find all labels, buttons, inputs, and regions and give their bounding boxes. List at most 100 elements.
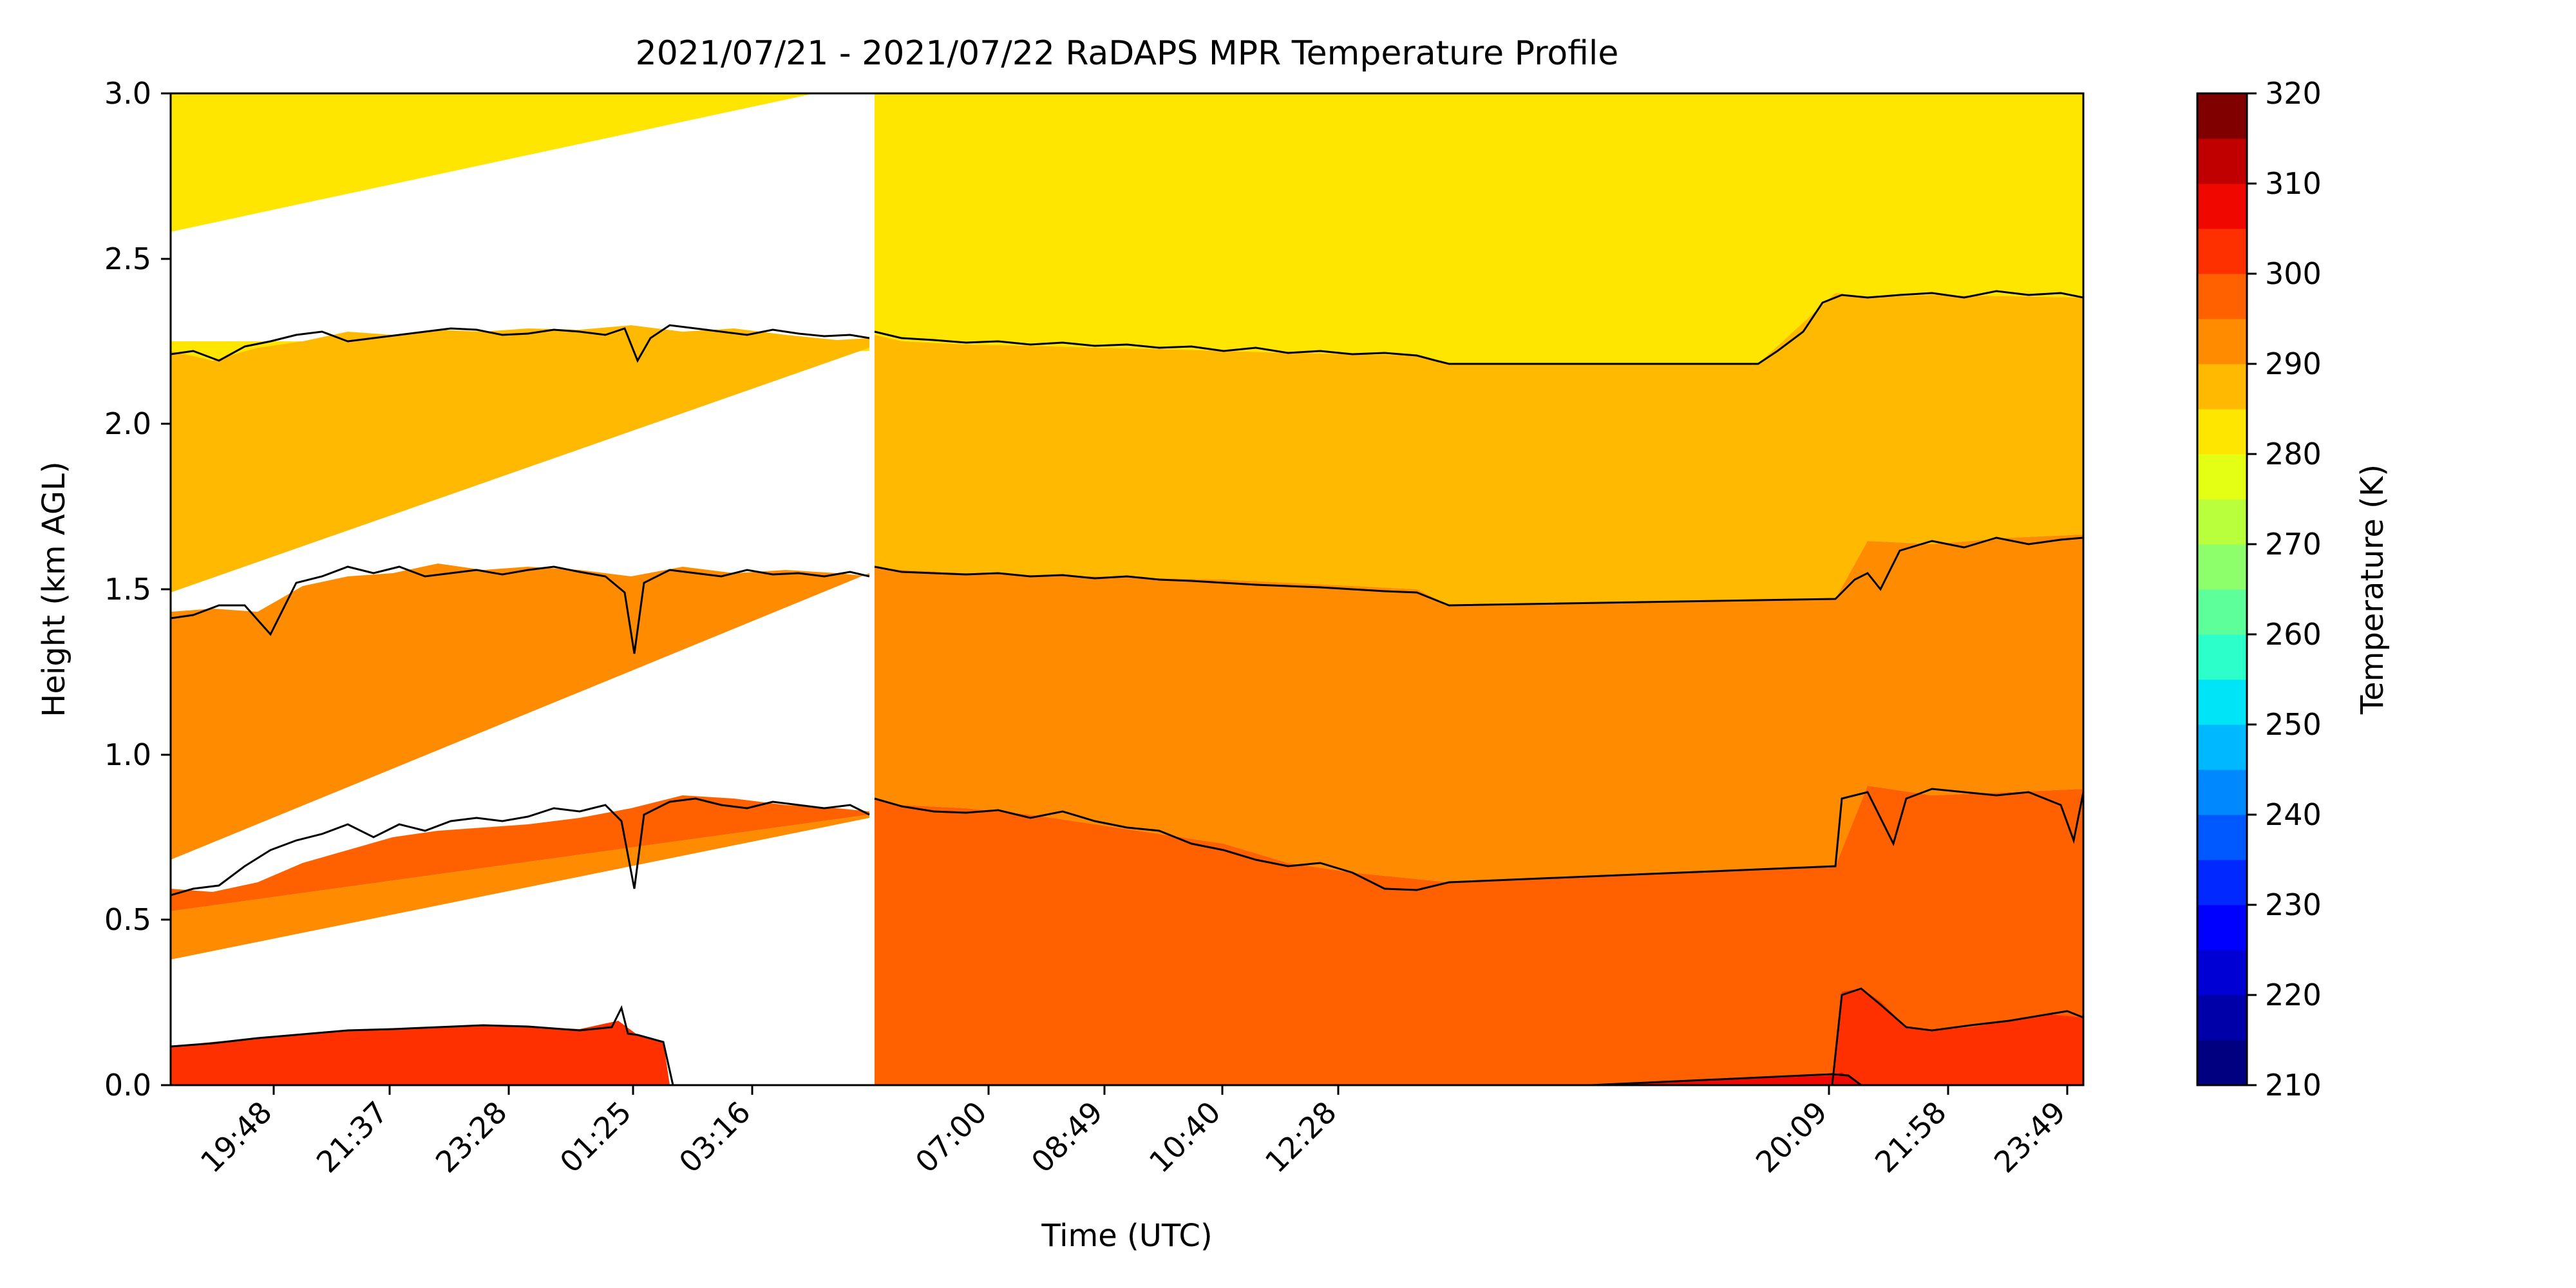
y-tick-label: 0.0 <box>104 1068 151 1103</box>
colorbar-level-0 <box>2197 1040 2247 1086</box>
band-left-red-orange <box>171 795 869 911</box>
colorbar-tick-label: 230 <box>2265 887 2322 922</box>
x-tick-label: 23:28 <box>429 1095 514 1180</box>
chart-title: 2021/07/21 - 2021/07/22 RaDAPS MPR Tempe… <box>636 34 1619 73</box>
x-tick-10: 21:58 <box>1868 1085 1953 1180</box>
colorbar-tick-label: 260 <box>2265 617 2322 652</box>
colorbar-level-2 <box>2197 950 2247 996</box>
contour-line-290-right <box>874 536 2083 607</box>
band-right-bottom-red <box>1832 989 2083 1085</box>
y-tick-0: 0.0 <box>104 1068 171 1103</box>
band-left-bottom-red <box>171 1021 670 1085</box>
y-tick-3: 1.5 <box>104 572 171 607</box>
colorbar-ticks: 210 220 230 240 250 260 270 280 290 300 310 320 <box>2247 76 2322 1103</box>
y-axis: 0.0 0.5 1.0 1.5 2.0 2.5 3.0 <box>104 76 171 1103</box>
band-left-orange-lower <box>171 815 869 960</box>
band-right-orange-3 <box>875 535 2083 882</box>
y-tick-label: 0.5 <box>104 902 151 937</box>
band-right-orange-2 <box>875 293 2083 605</box>
x-tick-label: 19:48 <box>194 1095 279 1180</box>
contour-line-295-left <box>171 797 870 896</box>
band-right-red-orange <box>875 786 2083 1085</box>
x-tick-6: 08:49 <box>1025 1085 1110 1180</box>
colorbar-frame <box>2196 92 2248 1086</box>
y-tick-6: 3.0 <box>104 76 171 111</box>
colorbar-level-3 <box>2197 905 2247 951</box>
x-tick-label: 21:37 <box>310 1095 395 1180</box>
x-axis-label: Time (UTC) <box>1041 1218 1212 1254</box>
contour-line-290-left <box>171 565 870 654</box>
x-tick-label: 01:25 <box>553 1095 638 1180</box>
x-tick-label: 07:00 <box>909 1095 994 1180</box>
contour-line-300-right <box>1831 987 2083 1085</box>
colorbar-level-19 <box>2197 184 2247 229</box>
colorbar-level-20 <box>2197 138 2247 184</box>
x-tick-label: 23:49 <box>1987 1095 2072 1180</box>
band-left-orange-3 <box>171 564 869 860</box>
x-tick-label: 10:40 <box>1142 1095 1227 1180</box>
colorbar-level-17 <box>2197 274 2247 319</box>
contour-line-295-right <box>874 788 2083 891</box>
y-tick-5: 2.5 <box>104 242 171 276</box>
x-tick-4: 03:16 <box>672 1085 757 1180</box>
colorbar-level-12 <box>2197 499 2247 545</box>
colorbar-level-1 <box>2197 995 2247 1041</box>
x-tick-8: 12:28 <box>1258 1085 1343 1180</box>
contour-line-285-left <box>171 324 870 363</box>
colorbar-level-6 <box>2197 770 2247 815</box>
x-tick-7: 10:40 <box>1142 1085 1227 1180</box>
colorbar-level-5 <box>2197 815 2247 860</box>
colorbar-level-16 <box>2197 319 2247 365</box>
colorbar-label: Temperature (K) <box>2354 464 2391 715</box>
colorbar-level-18 <box>2197 229 2247 274</box>
contour-line-300-left <box>171 1005 674 1085</box>
contour-line-285-right <box>874 290 2083 365</box>
colorbar-level-4 <box>2197 860 2247 905</box>
y-tick-label: 1.0 <box>104 737 151 772</box>
plot-area <box>171 93 2083 1085</box>
x-tick-3: 01:25 <box>553 1085 638 1180</box>
x-tick-5: 07:00 <box>909 1085 994 1180</box>
band-right-bottom-darkred <box>1591 1072 1861 1085</box>
y-tick-label: 1.5 <box>104 572 151 607</box>
band-left-orange-2 <box>171 325 869 592</box>
colorbar-level-7 <box>2197 724 2247 770</box>
colorbar-level-9 <box>2197 634 2247 680</box>
x-tick-1: 21:37 <box>310 1085 395 1180</box>
colorbar-tick-label: 300 <box>2265 256 2322 291</box>
band-right-yellow <box>875 93 2083 364</box>
x-tick-label: 20:09 <box>1749 1095 1834 1180</box>
x-tick-11: 23:49 <box>1987 1085 2072 1180</box>
colorbar-tick-label: 250 <box>2265 707 2322 742</box>
colorbar-level-11 <box>2197 544 2247 590</box>
y-tick-4: 2.0 <box>104 406 171 441</box>
y-tick-label: 2.0 <box>104 406 151 441</box>
x-tick-2: 23:28 <box>429 1085 514 1180</box>
colorbar-tick-label: 320 <box>2265 76 2322 111</box>
x-axis: 19:48 21:37 23:28 01:25 03:16 07:00 08:4… <box>194 1085 2072 1180</box>
colorbar-tick-label: 240 <box>2265 797 2322 832</box>
contour-lines <box>171 290 2083 1085</box>
colorbar-tick-label: 270 <box>2265 527 2322 562</box>
y-tick-1: 0.5 <box>104 902 171 937</box>
colorbar-level-8 <box>2197 679 2247 725</box>
colorbar-levels <box>2197 93 2247 1086</box>
y-tick-label: 2.5 <box>104 242 151 276</box>
colorbar-level-21 <box>2197 93 2247 139</box>
colorbar-tick-label: 280 <box>2265 437 2322 471</box>
x-tick-label: 03:16 <box>672 1095 757 1180</box>
y-tick-2: 1.0 <box>104 737 171 772</box>
x-tick-label: 21:58 <box>1868 1095 1953 1180</box>
colorbar-tick-label: 310 <box>2265 166 2322 201</box>
x-tick-label: 12:28 <box>1258 1095 1343 1180</box>
colorbar-tick-label: 210 <box>2265 1068 2322 1103</box>
y-axis-label: Height (km AGL) <box>36 461 72 717</box>
x-tick-9: 20:09 <box>1749 1085 1834 1180</box>
band-left-top-yellow <box>171 93 815 232</box>
contour-line-305-right <box>1590 1073 1862 1085</box>
x-tick-label: 08:49 <box>1025 1095 1110 1180</box>
colorbar-level-14 <box>2197 409 2247 455</box>
colorbar-tick-label: 220 <box>2265 978 2322 1012</box>
x-tick-0: 19:48 <box>194 1085 279 1180</box>
